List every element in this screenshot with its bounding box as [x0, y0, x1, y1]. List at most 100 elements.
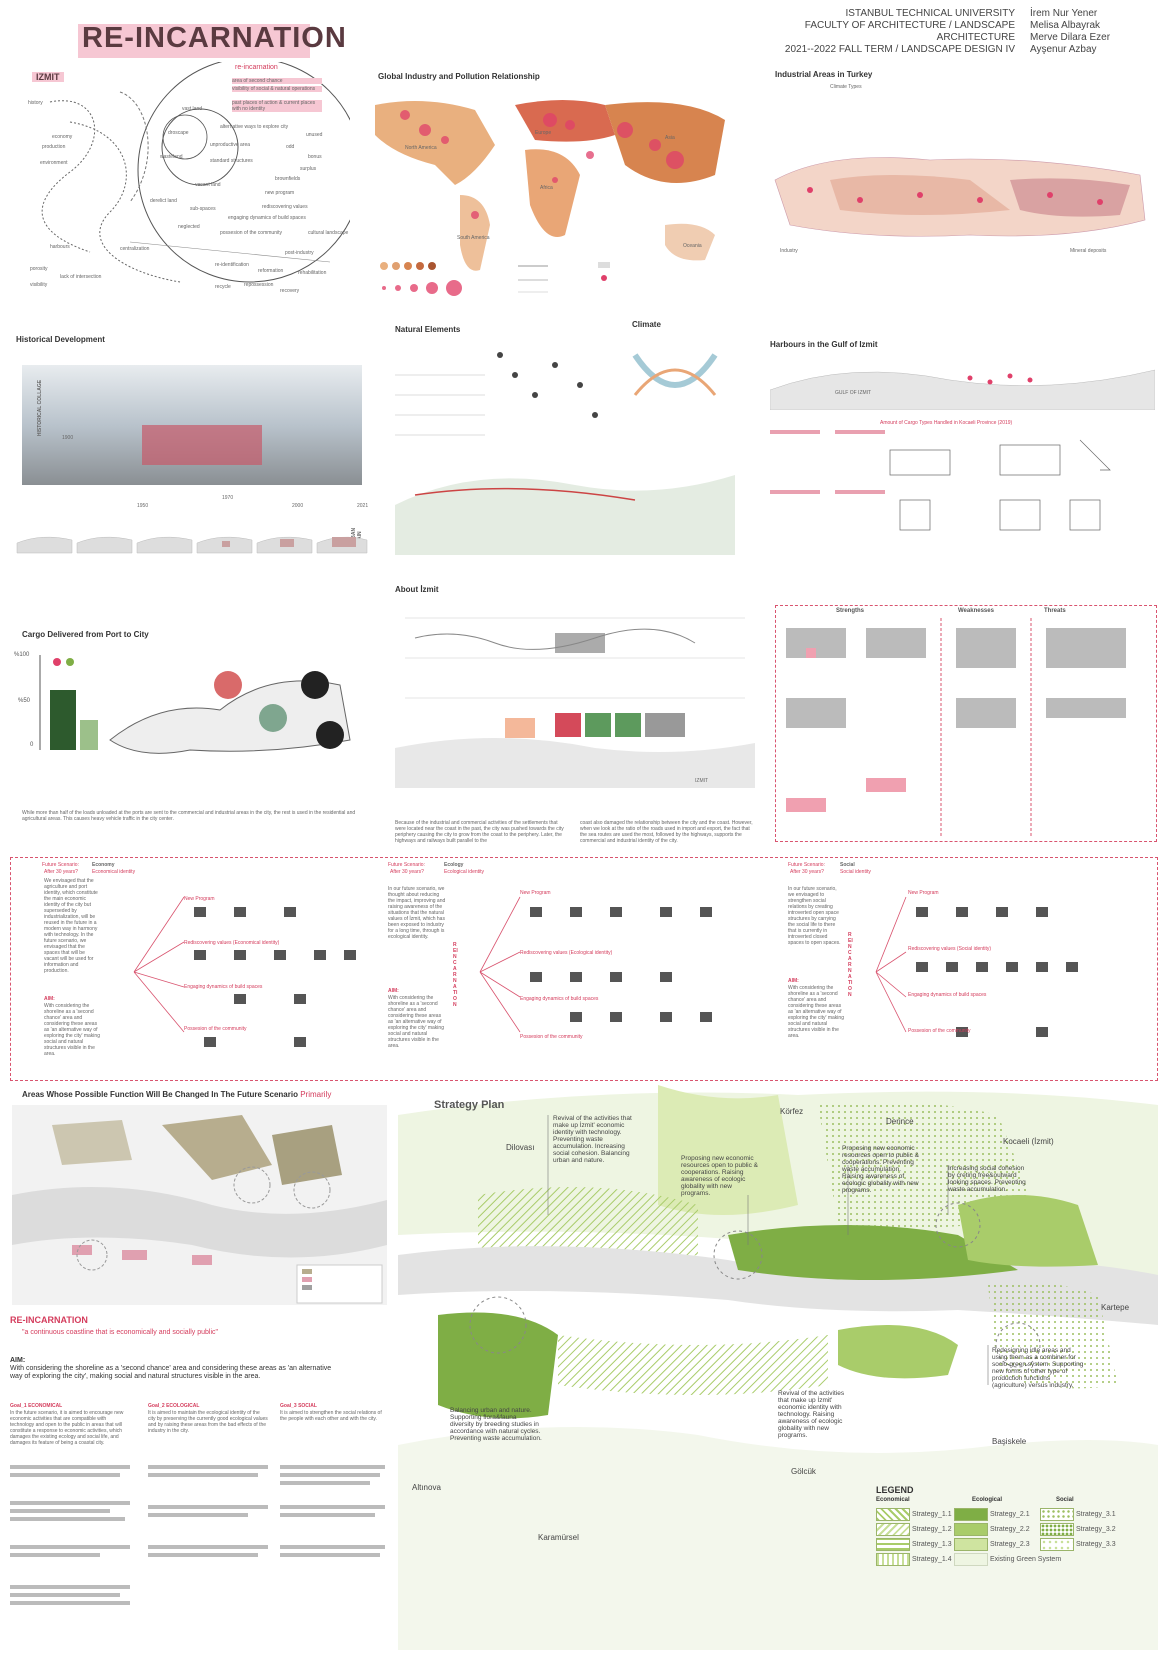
concept-word: vast land — [182, 106, 203, 112]
concept-word: history — [28, 100, 43, 106]
historical-side-label: HISTORICAL COLLAGE — [37, 379, 44, 437]
legend-swatch — [1040, 1522, 1074, 1536]
page-title: RE-INCARNATION — [82, 22, 347, 54]
goal-strategy-lines — [10, 1465, 385, 1605]
world-map-graphic — [375, 100, 725, 271]
concept-word: recycle — [215, 284, 231, 290]
legend-title: LEGEND — [876, 1485, 914, 1495]
region-label: Europe — [535, 130, 552, 136]
author: Melisa Albayrak — [1030, 20, 1101, 31]
legend-item: Strategy_3.2 — [1040, 1522, 1116, 1537]
natural-title: Natural Elements — [395, 325, 461, 334]
global-industry-title: Global Industry and Pollution Relationsh… — [378, 72, 540, 81]
legend-social: Strategy_3.1 Strategy_3.2 Strategy_3.3 — [1040, 1507, 1116, 1552]
concept-word: wasteland — [160, 154, 183, 160]
y-label: %100 — [14, 652, 30, 658]
reincarnation-label: re-incarnation — [235, 64, 278, 71]
legend-item: Strategy_1.1 — [876, 1507, 952, 1522]
global-legend — [380, 262, 610, 296]
branch-label: Possesion of the community — [520, 1034, 583, 1040]
swot-panel: Strengths Weaknesses Threats — [775, 605, 1157, 842]
branch-label: Engaging dynamics of build spaces — [520, 996, 599, 1002]
aim-text: With considering the shoreline as a 'sec… — [10, 1365, 332, 1380]
areas-change-title-suffix: Primarily — [300, 1090, 332, 1099]
institution-line: FACULTY OF ARCHITECTURE / LANDSCAPE ARCH… — [804, 20, 1015, 43]
concept-word: derelict land — [150, 198, 177, 204]
cargo-note: While more than half of the loads unload… — [22, 810, 356, 822]
concept-word: engaging dynamics of build spaces — [228, 215, 306, 221]
reincarnation-block-title: RE-INCARNATION — [10, 1315, 88, 1325]
sub-label: area of second chance — [232, 78, 322, 84]
scenario-after: After 30 years? — [390, 869, 424, 875]
concept-word: lack of intersection — [60, 274, 102, 280]
legend-group: Social — [1056, 1497, 1074, 1503]
areas-map-graphic — [12, 1105, 387, 1305]
legend-swatch — [1040, 1537, 1074, 1551]
scenario-subtitle: Social identity — [840, 869, 871, 875]
scenario-after: After 30 years? — [44, 869, 78, 875]
legend-swatch — [954, 1522, 988, 1536]
concept-word: unused — [306, 132, 323, 138]
legend-label: Strategy_2.3 — [989, 1541, 1030, 1548]
areas-change-map — [12, 1105, 387, 1305]
mineral-label: Mineral deposits — [1070, 248, 1107, 254]
concept-word: environment — [40, 160, 68, 166]
scenario-aim-label: AIM: — [788, 978, 799, 984]
historical-title: Historical Development — [16, 335, 105, 344]
legend-item: Strategy_2.1 — [954, 1507, 1061, 1522]
scenario-body: In our future scenario, we thought about… — [388, 886, 446, 940]
legend-label: Strategy_1.2 — [911, 1526, 952, 1533]
goal-text: In the future scenario, it is aimed to e… — [10, 1410, 124, 1446]
legend-item: Strategy_1.3 — [876, 1537, 952, 1552]
scenario-social: Future Scenario: Social After 30 years? … — [788, 862, 1148, 1072]
legend-group: Economical — [876, 1497, 910, 1503]
aim-label: AIM: — [10, 1357, 26, 1364]
author: Merve Dilara Ezer — [1030, 32, 1111, 43]
strategy-note: Proposing new economic resources open to… — [842, 1145, 919, 1194]
collage-highlight — [142, 425, 262, 465]
branch-label: Rediscovering values (Economical identit… — [184, 940, 280, 946]
scenario-label: Future Scenario: — [788, 862, 825, 868]
year-label: 2021 — [357, 503, 369, 509]
scenario-body: We envisaged that the agriculture and po… — [44, 878, 98, 974]
scenario-ecology: Future Scenario: Ecology After 30 years?… — [388, 862, 758, 1072]
cargo-title: Cargo Delivered from Port to City — [22, 630, 149, 639]
goal-title: Goal_2 ECOLOGICAL — [148, 1403, 200, 1409]
scenario-topic: Economy — [92, 862, 115, 868]
scenario-label: Future Scenario: — [42, 862, 79, 868]
legend-swatch — [876, 1537, 910, 1551]
strategy-note: Balancing urban and nature. Supporting f… — [450, 1407, 542, 1442]
goal-title: Goal_1 ECONOMICAL — [10, 1403, 63, 1409]
scenario-aim: With considering the shoreline as a 'sec… — [788, 985, 844, 1039]
goal-text: It is aimed to maintain the ecological i… — [148, 1410, 268, 1434]
scenario-tree-3 — [875, 896, 1078, 1037]
strategy-note: Revival of the activities that make up İ… — [553, 1115, 632, 1164]
scenario-topic: Ecology — [444, 862, 464, 868]
place-label: Başiskele — [992, 1437, 1027, 1446]
turkey-industry-map: Climate Types Industry Mineral deposits — [770, 80, 1155, 300]
scenario-tree-2 — [479, 896, 712, 1033]
legend-economical: Strategy_1.1 Strategy_1.2 Strategy_1.3 S… — [876, 1507, 952, 1567]
concept-word: bonus — [308, 154, 322, 160]
concept-word: surplus — [300, 166, 317, 172]
concept-word: rehabilitation — [298, 270, 327, 276]
strategy-title: Strategy Plan — [434, 1099, 505, 1111]
strategy-note: Revival of the activities that make up İ… — [778, 1390, 845, 1439]
industrial-turkey-title: Industrial Areas in Turkey — [775, 70, 873, 79]
region-label: South America — [457, 235, 490, 241]
region-label: North America — [405, 145, 437, 151]
concept-word: unproductive area — [210, 142, 251, 148]
legend-item: Strategy_3.3 — [1040, 1537, 1116, 1552]
legend-label: Strategy_3.2 — [1075, 1526, 1116, 1533]
legend-label: Strategy_1.4 — [911, 1556, 952, 1563]
legend-swatch — [954, 1507, 988, 1521]
branch-label: Possesion of the community — [908, 1028, 971, 1034]
branch-label: Rediscovering values (Social identity) — [908, 946, 992, 952]
place-label: Dilovası — [506, 1143, 535, 1152]
legend-item: Strategy_3.1 — [1040, 1507, 1116, 1522]
sub-label: past places of action & current places w… — [232, 100, 322, 112]
legend-group: Ecological — [972, 1497, 1003, 1503]
author: İrem Nur Yener — [1030, 8, 1098, 19]
place-label: Derince — [886, 1117, 914, 1126]
strategy-plan: Strategy Plan Dilovası Körfez Derince Ko… — [398, 1085, 1158, 1650]
